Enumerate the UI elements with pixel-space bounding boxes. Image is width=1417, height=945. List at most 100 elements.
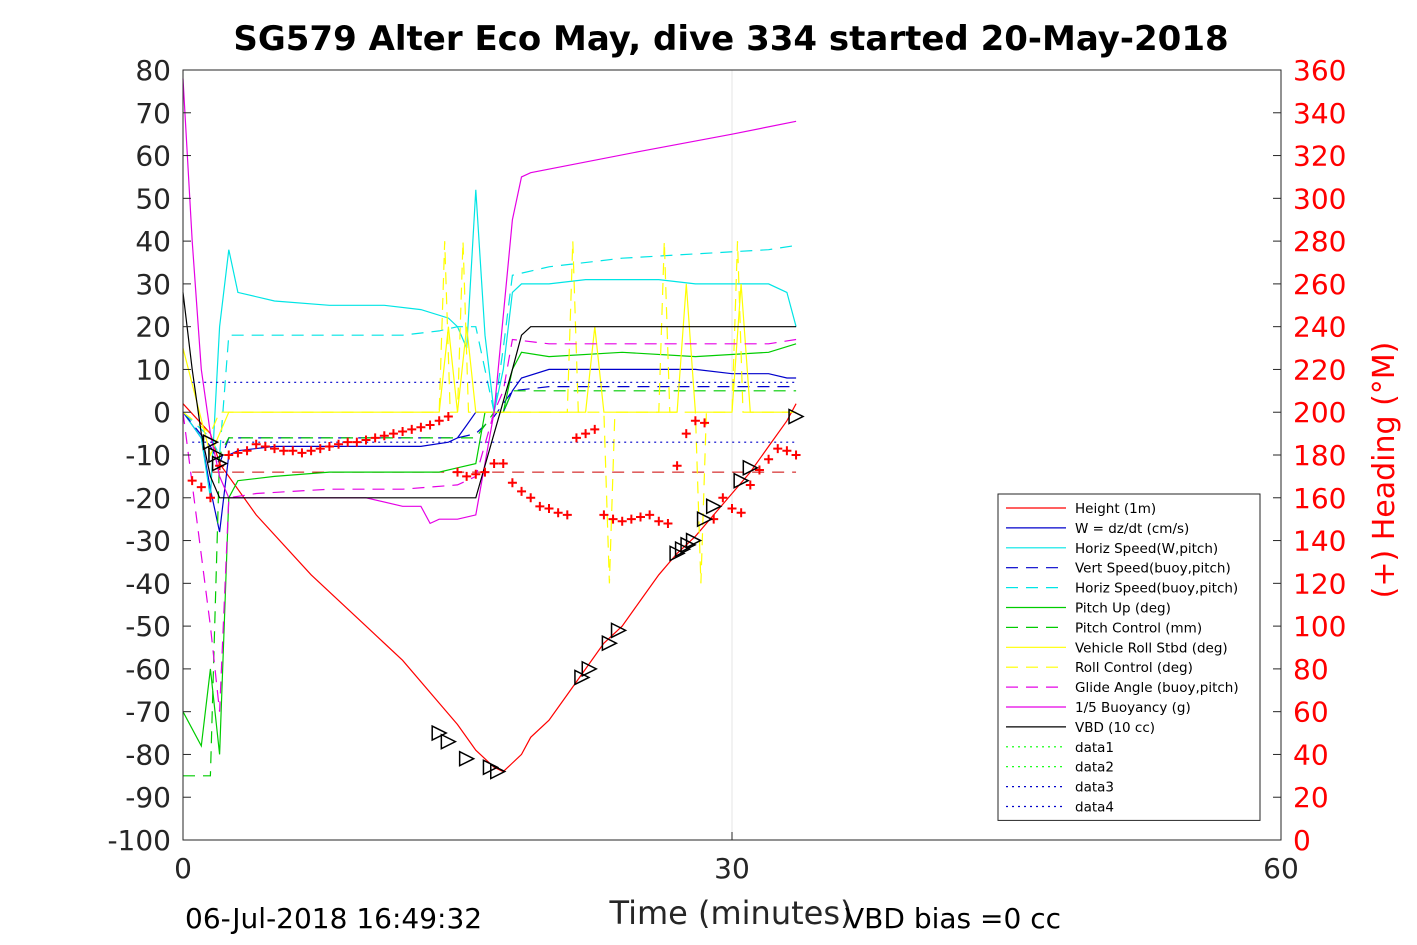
triangle-marker: [705, 498, 723, 515]
heading-point: [626, 514, 636, 524]
triangle-marker: [610, 622, 628, 639]
triangle-marker: [431, 724, 448, 742]
heading-point: [453, 467, 462, 477]
right-axis-label: (+) Heading (°M): [1367, 342, 1402, 599]
heading-point: [727, 503, 737, 513]
triangle-marker: [733, 472, 750, 489]
heading-point: [562, 510, 572, 520]
heading-point: [507, 478, 517, 488]
y2-tick-label: 200: [1293, 396, 1346, 429]
heading-point: [361, 435, 371, 445]
x-axis-label: Time (minutes): [609, 894, 853, 932]
heading-point: [599, 510, 609, 520]
series-line: [182, 244, 797, 458]
triangle-marker: [601, 635, 619, 652]
x-tick-label: 30: [714, 852, 750, 885]
heading-point: [672, 461, 682, 471]
y2-tick-label: 360: [1293, 54, 1346, 87]
vbd-bias-label: VBD bias =0 cc: [845, 902, 1061, 935]
heading-point: [233, 448, 243, 458]
y-tick-label: -20: [125, 482, 171, 515]
heading-point: [773, 444, 783, 454]
legend: Height (1m) W = dz/dt (cm/s) Horiz Speed(W…: [997, 493, 1261, 821]
triangle-marker: [674, 540, 692, 558]
series-line: [182, 78, 797, 525]
heading-point: [315, 444, 325, 454]
heading-point: [324, 441, 334, 451]
y2-tick-label: 320: [1293, 140, 1346, 173]
y2-tick-label: 280: [1293, 225, 1346, 258]
heading-point: [782, 446, 792, 456]
legend-entry: Height (1m): [1075, 501, 1156, 517]
heading-point: [581, 429, 591, 439]
heading-point: [205, 493, 215, 503]
y-tick-label: 50: [135, 182, 171, 215]
series-line: [182, 292, 797, 499]
y-tick-label: -10: [125, 439, 171, 472]
heading-point: [764, 454, 774, 464]
y-tick-label: 40: [135, 225, 171, 258]
heading-point: [480, 467, 490, 477]
y-tick-label: 60: [135, 140, 171, 173]
legend-entry: data4: [1075, 800, 1114, 816]
y2-tick-label: 60: [1293, 696, 1329, 729]
legend-entry: 1/5 Buoyancy (g): [1075, 700, 1191, 716]
y2-tick-label: 0: [1293, 824, 1311, 857]
heading-point: [645, 510, 655, 520]
heading-point: [544, 503, 554, 513]
heading-point: [489, 459, 499, 469]
heading-point: [590, 424, 600, 434]
heading-point: [681, 429, 691, 439]
heading-point: [279, 446, 289, 456]
heading-point: [754, 465, 764, 475]
legend-entry: Horiz Speed(buoy,pitch): [1075, 581, 1238, 597]
triangle-marker: [458, 750, 476, 767]
chart-title: SG579 Alter Eco May, dive 334 started 20…: [233, 19, 1228, 59]
legend-entry: W = dz/dt (cm/s): [1075, 521, 1189, 537]
heading-point: [736, 508, 746, 518]
y2-tick-label: 300: [1293, 182, 1346, 215]
y-tick-label: 70: [135, 97, 171, 130]
heading-point: [196, 482, 206, 492]
legend-box: [997, 493, 1261, 821]
heading-point: [718, 493, 728, 503]
legend-entry: data2: [1075, 760, 1114, 776]
y2-tick-label: 140: [1293, 525, 1346, 558]
triangle-marker: [490, 763, 507, 780]
heading-point: [443, 412, 453, 421]
y2-tick-label: 100: [1293, 610, 1346, 643]
triangle-marker: [669, 545, 686, 562]
y-tick-label: 30: [135, 268, 171, 301]
y-tick-label: -50: [125, 610, 171, 643]
series-line: [182, 386, 797, 466]
plot-area: 80706050403020100-10-20-30-40-50-60-70-8…: [107, 54, 1346, 885]
heading-point: [398, 426, 408, 436]
x-tick-label: 60: [1263, 852, 1299, 885]
y-tick-label: 80: [135, 54, 171, 87]
y2-tick-label: 120: [1293, 567, 1346, 600]
y-tick-label: -60: [125, 653, 171, 686]
legend-entry: Vert Speed(buoy,pitch): [1075, 561, 1231, 577]
y2-tick-label: 240: [1293, 311, 1346, 344]
triangle-marker: [685, 532, 703, 549]
heading-point: [187, 476, 197, 486]
triangle-marker: [581, 660, 598, 678]
series-line: [182, 343, 797, 755]
heading-point: [526, 493, 536, 503]
series-line: [182, 403, 797, 773]
heading-point: [270, 444, 279, 454]
heading-point: [260, 441, 270, 451]
heading-point: [553, 508, 563, 518]
legend-entry: Horiz Speed(W,pitch): [1075, 541, 1218, 557]
triangle-marker: [440, 733, 458, 750]
y-tick-label: -70: [125, 696, 171, 729]
y-tick-label: 10: [135, 353, 171, 386]
triangle-marker: [788, 408, 805, 425]
heading-point: [471, 469, 481, 479]
heading-point: [370, 433, 380, 443]
heading-point: [462, 471, 472, 481]
heading-point: [498, 459, 508, 469]
triangle-marker: [742, 459, 759, 477]
heading-point: [791, 450, 801, 460]
